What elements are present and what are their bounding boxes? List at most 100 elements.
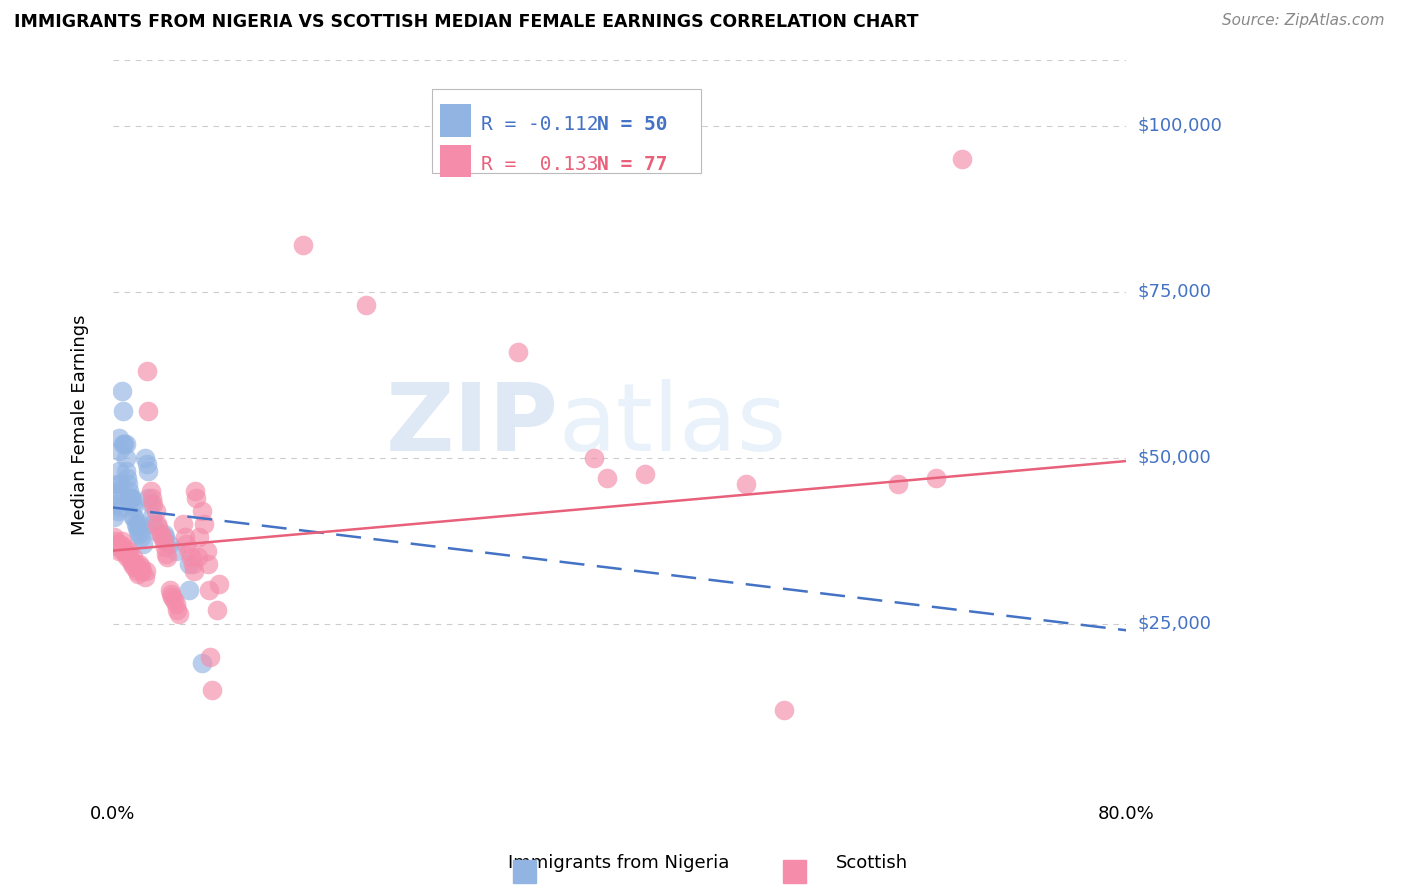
Point xyxy=(131,564,153,578)
Point xyxy=(118,491,141,505)
Point xyxy=(190,504,212,518)
Point xyxy=(141,510,163,524)
Point xyxy=(111,437,134,451)
Point xyxy=(205,603,228,617)
Point xyxy=(925,470,948,484)
Point xyxy=(121,491,143,505)
Point xyxy=(200,649,222,664)
Y-axis label: Median Female Earnings: Median Female Earnings xyxy=(72,314,89,535)
Point xyxy=(190,657,212,671)
Point xyxy=(134,570,156,584)
Point xyxy=(129,560,152,574)
Point xyxy=(208,576,231,591)
Point xyxy=(128,517,150,532)
Point xyxy=(111,543,134,558)
Point xyxy=(114,437,136,451)
Point xyxy=(180,550,202,565)
Point xyxy=(122,500,145,515)
Point xyxy=(188,530,211,544)
Point xyxy=(596,470,619,484)
Point xyxy=(122,550,145,565)
Point xyxy=(114,450,136,465)
Text: Source: ZipAtlas.com: Source: ZipAtlas.com xyxy=(1222,13,1385,29)
Point xyxy=(114,464,136,478)
Point xyxy=(181,557,204,571)
Point xyxy=(150,527,173,541)
Text: IMMIGRANTS FROM NIGERIA VS SCOTTISH MEDIAN FEMALE EARNINGS CORRELATION CHART: IMMIGRANTS FROM NIGERIA VS SCOTTISH MEDI… xyxy=(14,13,918,31)
Text: R =  0.133: R = 0.133 xyxy=(481,155,598,174)
Point xyxy=(148,520,170,534)
Point xyxy=(193,517,215,532)
Point xyxy=(128,557,150,571)
Point xyxy=(136,491,159,505)
Point xyxy=(124,517,146,532)
Point xyxy=(150,530,173,544)
Point xyxy=(156,550,179,565)
Text: Scottish: Scottish xyxy=(835,855,908,872)
Point xyxy=(159,583,181,598)
Point xyxy=(127,524,149,538)
Point xyxy=(165,597,187,611)
Point xyxy=(157,537,180,551)
Point xyxy=(166,603,188,617)
Point xyxy=(124,557,146,571)
Point xyxy=(105,497,128,511)
Point xyxy=(950,152,973,166)
Point xyxy=(108,431,131,445)
Text: N = 77: N = 77 xyxy=(598,155,668,174)
Point xyxy=(198,583,221,598)
Text: R = -0.112: R = -0.112 xyxy=(481,114,598,134)
Point xyxy=(103,510,125,524)
Point xyxy=(107,541,129,555)
Point xyxy=(117,547,139,561)
Point xyxy=(108,543,131,558)
Point xyxy=(107,483,129,498)
Point xyxy=(141,491,163,505)
Point xyxy=(112,541,135,555)
Point xyxy=(163,593,186,607)
Point xyxy=(120,553,142,567)
Point xyxy=(583,450,606,465)
Point xyxy=(128,527,150,541)
Point xyxy=(108,464,131,478)
Point xyxy=(124,560,146,574)
Point xyxy=(118,543,141,558)
Point xyxy=(142,497,165,511)
Point xyxy=(103,530,125,544)
Point xyxy=(115,470,138,484)
Point xyxy=(112,437,135,451)
Point xyxy=(129,530,152,544)
Point xyxy=(104,487,127,501)
Point xyxy=(132,537,155,551)
Point xyxy=(153,541,176,555)
Point xyxy=(136,464,159,478)
Point xyxy=(107,504,129,518)
Point xyxy=(508,344,530,359)
Point xyxy=(135,564,157,578)
Point xyxy=(105,477,128,491)
Point xyxy=(125,520,148,534)
Point xyxy=(174,530,197,544)
Point xyxy=(773,703,796,717)
Point xyxy=(735,477,758,491)
Text: $100,000: $100,000 xyxy=(1137,117,1222,135)
Point xyxy=(121,557,143,571)
Point xyxy=(139,483,162,498)
Text: ZIP: ZIP xyxy=(385,378,558,471)
Point xyxy=(187,550,209,565)
Point xyxy=(136,458,159,472)
Point xyxy=(114,547,136,561)
Point xyxy=(142,517,165,532)
Point xyxy=(291,238,314,252)
Point xyxy=(195,543,218,558)
Point xyxy=(125,564,148,578)
Point xyxy=(139,497,162,511)
Point xyxy=(152,527,174,541)
Point xyxy=(110,537,132,551)
Point xyxy=(146,517,169,532)
Point xyxy=(122,510,145,524)
Point xyxy=(887,477,910,491)
Point xyxy=(177,583,200,598)
Point xyxy=(167,607,190,621)
Point xyxy=(111,384,134,399)
